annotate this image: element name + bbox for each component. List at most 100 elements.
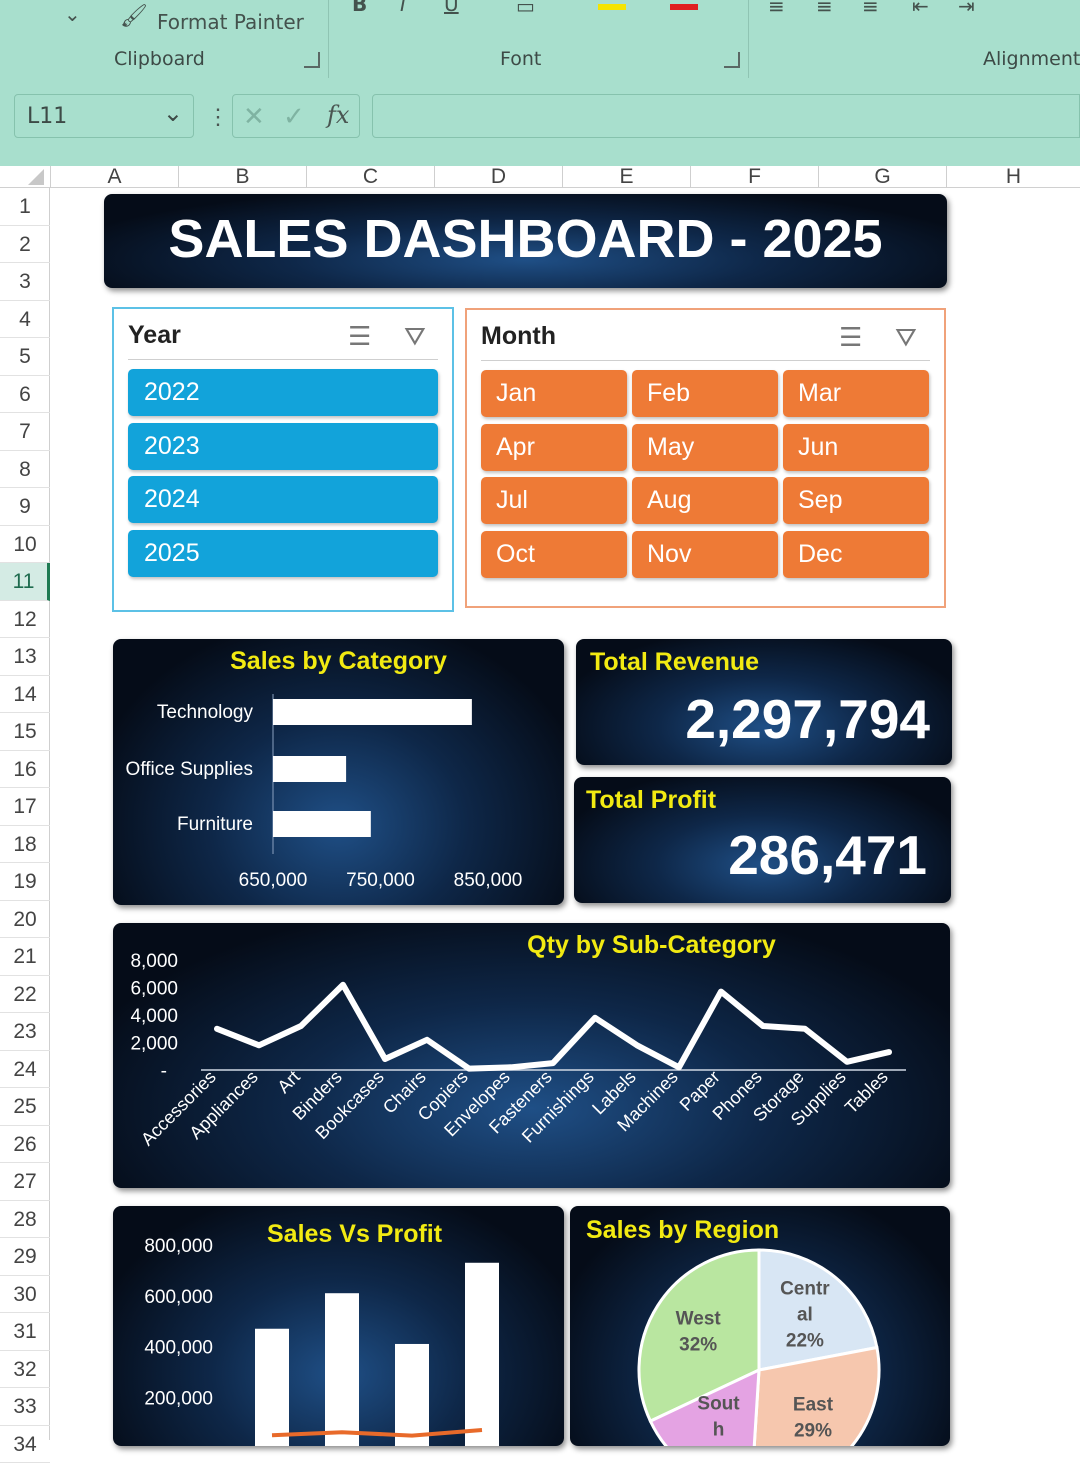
italic-icon[interactable]: I <box>400 0 406 16</box>
clear-filter-icon[interactable]: ⛛ <box>895 322 917 354</box>
borders-icon[interactable]: ▭ <box>516 0 535 18</box>
row-header-14[interactable]: 14 <box>0 676 50 714</box>
select-all-button[interactable] <box>0 166 50 188</box>
column-header-h[interactable]: H <box>946 166 1080 188</box>
month-may-button[interactable]: May <box>632 424 778 471</box>
insert-function-icon[interactable]: fx <box>327 101 349 129</box>
year-2023-button[interactable]: 2023 <box>128 423 438 470</box>
column-header-c[interactable]: C <box>306 166 434 188</box>
multi-select-icon[interactable]: ☰ <box>348 321 371 352</box>
row-header-3[interactable]: 3 <box>0 263 50 301</box>
row-header-17[interactable]: 17 <box>0 788 50 826</box>
row-header-28[interactable]: 28 <box>0 1201 50 1239</box>
month-jul-button[interactable]: Jul <box>481 477 627 524</box>
pie-data-label: al <box>797 1305 813 1326</box>
category-label: Furniture <box>177 814 253 835</box>
column-header-g[interactable]: G <box>818 166 946 188</box>
multi-select-icon[interactable]: ☰ <box>839 322 862 353</box>
name-box[interactable]: L11 ⌄ <box>14 94 194 138</box>
align-bottom-icon[interactable]: ≡ <box>862 0 879 18</box>
format-painter-button[interactable]: Format Painter <box>157 10 304 34</box>
align-top-icon[interactable]: ≡ <box>768 0 785 18</box>
formula-input[interactable] <box>372 94 1080 138</box>
row-header-13[interactable]: 13 <box>0 638 50 676</box>
total-revenue-label: Total Revenue <box>590 648 759 677</box>
row-header-23[interactable]: 23 <box>0 1013 50 1051</box>
more-options-icon[interactable]: ⋮ <box>207 104 229 130</box>
row-header-1[interactable]: 1 <box>0 188 50 226</box>
row-header-22[interactable]: 22 <box>0 976 50 1014</box>
month-slicer: Month ☰ ⛛ Jan Feb Mar Apr May Jun Jul Au… <box>465 308 946 608</box>
month-aug-button[interactable]: Aug <box>632 477 778 524</box>
row-header-20[interactable]: 20 <box>0 901 50 939</box>
month-jan-button[interactable]: Jan <box>481 370 627 417</box>
row-header-7[interactable]: 7 <box>0 413 50 451</box>
row-header-31[interactable]: 31 <box>0 1313 50 1351</box>
month-feb-button[interactable]: Feb <box>632 370 778 417</box>
year-2022-button[interactable]: 2022 <box>128 369 438 416</box>
year-2024-button[interactable]: 2024 <box>128 476 438 523</box>
row-header-26[interactable]: 26 <box>0 1126 50 1164</box>
category-bar <box>273 811 371 837</box>
month-sep-button[interactable]: Sep <box>783 477 929 524</box>
ribbon: ⌄ 🖌 Format Painter Clipboard B I U ▭ Fon… <box>0 0 1080 92</box>
column-header-f[interactable]: F <box>690 166 818 188</box>
row-header-32[interactable]: 32 <box>0 1351 50 1389</box>
increase-indent-icon[interactable]: ⇥ <box>958 0 975 18</box>
row-header-33[interactable]: 33 <box>0 1388 50 1426</box>
column-header-e[interactable]: E <box>562 166 690 188</box>
year-2025-button[interactable]: 2025 <box>128 530 438 577</box>
month-oct-button[interactable]: Oct <box>481 531 627 578</box>
underline-icon[interactable]: U <box>444 0 459 16</box>
row-header-2[interactable]: 2 <box>0 226 50 264</box>
row-header-30[interactable]: 30 <box>0 1276 50 1314</box>
bold-icon[interactable]: B <box>352 0 367 16</box>
column-header-d[interactable]: D <box>434 166 562 188</box>
column-header-b[interactable]: B <box>178 166 306 188</box>
row-header-6[interactable]: 6 <box>0 376 50 414</box>
pie-data-label: 29% <box>794 1421 832 1442</box>
clear-filter-icon[interactable]: ⛛ <box>404 321 426 353</box>
formula-buttons: ✕ ✓ fx <box>232 94 360 138</box>
row-header-16[interactable]: 16 <box>0 751 50 789</box>
row-header-25[interactable]: 25 <box>0 1088 50 1126</box>
row-header-29[interactable]: 29 <box>0 1238 50 1276</box>
enter-icon[interactable]: ✓ <box>283 101 305 132</box>
row-header-12[interactable]: 12 <box>0 601 50 639</box>
format-painter-icon[interactable]: 🖌 <box>120 4 148 29</box>
font-dialog-launcher-icon[interactable] <box>724 52 740 68</box>
row-header-27[interactable]: 27 <box>0 1163 50 1201</box>
row-header-18[interactable]: 18 <box>0 826 50 864</box>
chevron-down-icon[interactable]: ⌄ <box>163 99 183 127</box>
row-header-15[interactable]: 15 <box>0 713 50 751</box>
month-nov-button[interactable]: Nov <box>632 531 778 578</box>
month-mar-button[interactable]: Mar <box>783 370 929 417</box>
month-jun-button[interactable]: Jun <box>783 424 929 471</box>
clipboard-dialog-launcher-icon[interactable] <box>304 52 320 68</box>
column-header-a[interactable]: A <box>50 166 178 188</box>
row-header-19[interactable]: 19 <box>0 863 50 901</box>
month-apr-button[interactable]: Apr <box>481 424 627 471</box>
font-color-icon[interactable] <box>670 4 698 10</box>
row-header-24[interactable]: 24 <box>0 1051 50 1089</box>
row-header-5[interactable]: 5 <box>0 338 50 376</box>
chevron-down-icon[interactable]: ⌄ <box>64 2 81 26</box>
cancel-icon[interactable]: ✕ <box>243 101 265 132</box>
row-header-4[interactable]: 4 <box>0 301 50 339</box>
sales-bar <box>395 1344 429 1446</box>
row-header-10[interactable]: 10 <box>0 526 50 564</box>
fill-color-icon[interactable] <box>598 4 626 10</box>
align-middle-icon[interactable]: ≡ <box>816 0 833 18</box>
row-header-9[interactable]: 9 <box>0 488 50 526</box>
row-header-8[interactable]: 8 <box>0 451 50 489</box>
decrease-indent-icon[interactable]: ⇤ <box>912 0 929 18</box>
row-header-21[interactable]: 21 <box>0 938 50 976</box>
row-header-11[interactable]: 11 <box>0 563 50 601</box>
row-header-34[interactable]: 34 <box>0 1426 50 1463</box>
month-dec-button[interactable]: Dec <box>783 531 929 578</box>
